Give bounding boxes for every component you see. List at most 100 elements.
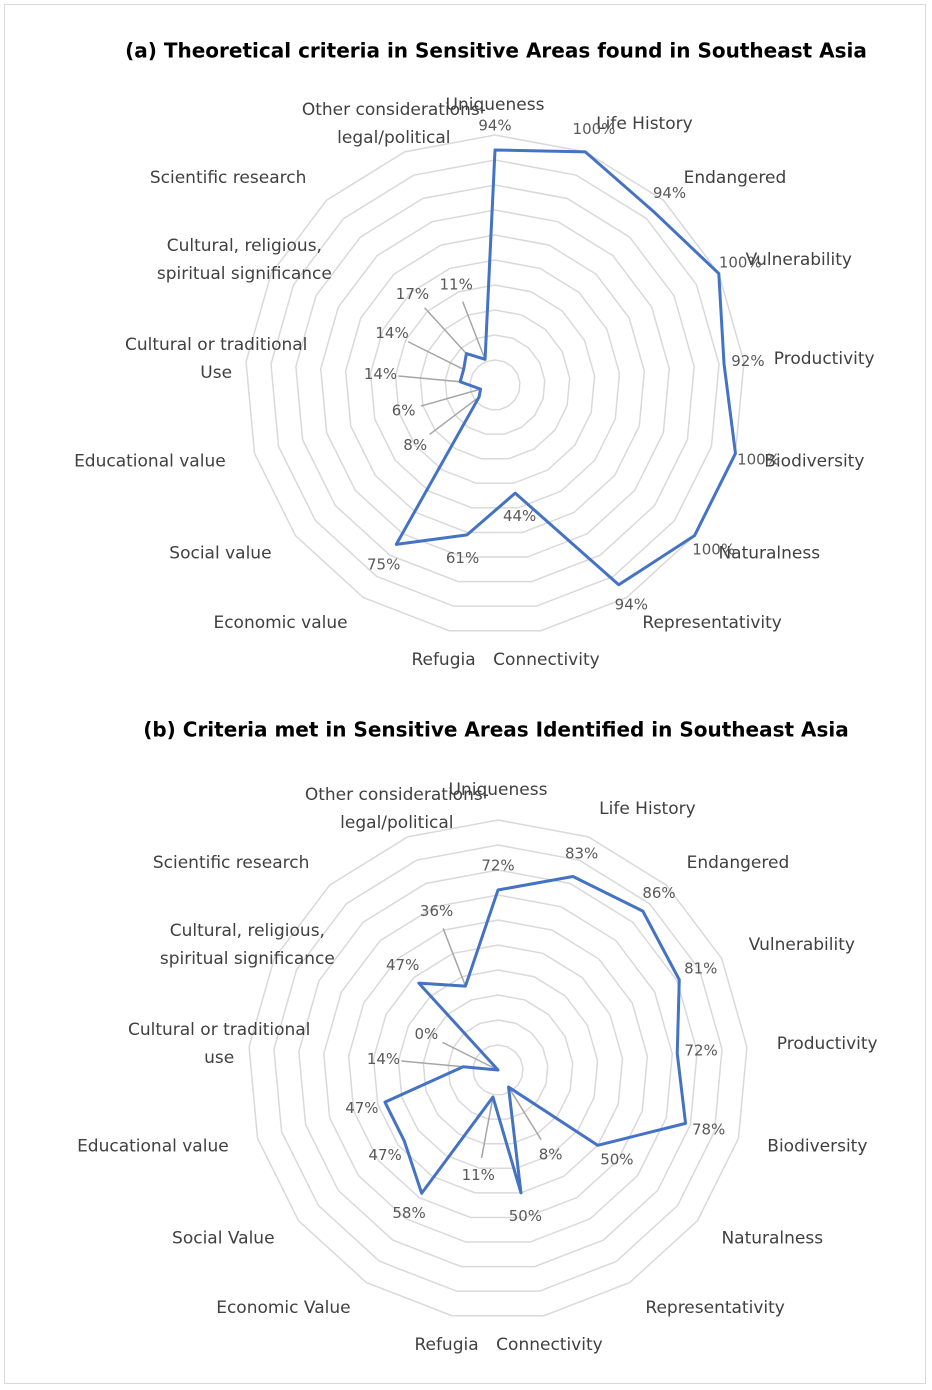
value-label: 11% [462, 1166, 495, 1184]
frame [4, 4, 926, 1384]
value-label: 100% [719, 253, 762, 271]
category-label: Cultural, religious, [167, 236, 322, 256]
category-label: Life History [596, 114, 693, 134]
series-line [394, 148, 737, 587]
grid-ring [298, 869, 698, 1268]
grid-ring [419, 309, 571, 460]
category-label: Social Value [172, 1229, 275, 1249]
chart-title: (b) Criteria met in Sensitive Areas Iden… [143, 718, 849, 742]
grid-ring [270, 159, 720, 607]
grid-ring [248, 819, 748, 1317]
category-label: Connectivity [496, 1335, 603, 1355]
category-label: Biodiversity [767, 1137, 867, 1157]
category-label: Endangered [684, 168, 787, 188]
leader-line [401, 1060, 464, 1068]
value-label: 94% [653, 184, 686, 202]
grid-ring [245, 134, 745, 632]
leader-line [398, 375, 461, 383]
category-label: Economic value [213, 613, 347, 633]
value-label: 44% [503, 507, 536, 525]
category-label: Refugia [414, 1335, 478, 1355]
leader-line [507, 1086, 542, 1141]
grid-ring [444, 334, 546, 435]
series-line [383, 875, 688, 1195]
grid-ring [319, 209, 671, 558]
category-label: Uniqueness [446, 95, 545, 115]
leader-line [407, 341, 465, 371]
grid-ring [344, 234, 646, 534]
value-label: 83% [565, 845, 598, 863]
value-label: 100% [573, 120, 616, 138]
category-label: Educational value [77, 1137, 229, 1157]
category-label: Productivity [774, 349, 875, 369]
value-label: 50% [509, 1207, 542, 1225]
value-label: 6% [392, 401, 416, 419]
value-label: 86% [642, 884, 675, 902]
category-label: Economic Value [216, 1298, 350, 1318]
category-label: Cultural, religious, [170, 921, 325, 941]
grid-ring [469, 359, 521, 411]
category-label: Cultural or traditional [128, 1020, 310, 1040]
category-label: Naturalness [721, 1229, 823, 1249]
value-label: 50% [600, 1150, 633, 1168]
category-label: Naturalness [718, 544, 820, 564]
value-label: 8% [403, 436, 427, 454]
category-label: spiritual significance [160, 949, 335, 969]
grid-ring [472, 1044, 524, 1096]
grid-ring [394, 284, 596, 485]
value-label: 11% [439, 275, 472, 293]
category-label: Other considerations- [305, 785, 489, 805]
value-label: 36% [420, 902, 453, 920]
category-label: Vulnerability [749, 935, 855, 955]
leader-line [442, 1041, 499, 1071]
category-label: Connectivity [493, 650, 600, 670]
leader-line [480, 1096, 494, 1159]
value-label: 47% [368, 1146, 401, 1164]
category-label: Vulnerability [746, 250, 852, 270]
value-label: 14% [367, 1050, 400, 1068]
value-label: 92% [731, 352, 764, 370]
value-label: 14% [364, 365, 397, 383]
category-label: Educational value [74, 452, 226, 472]
category-label: Other considerations- [302, 100, 486, 120]
grid-ring [397, 969, 599, 1170]
category-label: Productivity [777, 1034, 878, 1054]
value-label: 58% [392, 1204, 425, 1222]
leader-line [424, 307, 467, 355]
category-label: legal/political [340, 813, 453, 833]
grid-ring [273, 844, 723, 1292]
grid-ring [372, 944, 624, 1194]
category-label: Representativity [645, 1298, 784, 1318]
grid-ring [295, 184, 695, 583]
category-label: Use [200, 363, 232, 383]
category-label: use [204, 1048, 234, 1068]
category-label: spiritual significance [157, 264, 332, 284]
value-label: 72% [481, 857, 514, 875]
value-label: 78% [692, 1120, 725, 1138]
category-label: Cultural or traditional [125, 335, 307, 355]
value-label: 75% [367, 555, 400, 573]
value-label: 61% [446, 549, 479, 567]
chart-title: (a) Theoretical criteria in Sensitive Ar… [125, 39, 867, 63]
grid-ring [347, 919, 649, 1219]
leader-line [442, 927, 467, 987]
category-label: Life History [599, 799, 696, 819]
value-label: 47% [345, 1099, 378, 1117]
category-label: Scientific research [153, 853, 310, 873]
value-label: 94% [478, 117, 511, 135]
value-label: 17% [396, 285, 429, 303]
category-label: Representativity [642, 613, 781, 633]
grid-ring [369, 259, 621, 509]
category-label: Endangered [687, 853, 790, 873]
value-label: 81% [684, 960, 717, 978]
value-label: 0% [414, 1025, 438, 1043]
value-label: 94% [615, 596, 648, 614]
category-label: Social value [169, 544, 271, 564]
category-label: Refugia [411, 650, 475, 670]
value-label: 47% [386, 956, 419, 974]
category-label: Uniqueness [449, 780, 548, 800]
category-label: legal/political [337, 128, 450, 148]
leader-line [429, 396, 480, 436]
